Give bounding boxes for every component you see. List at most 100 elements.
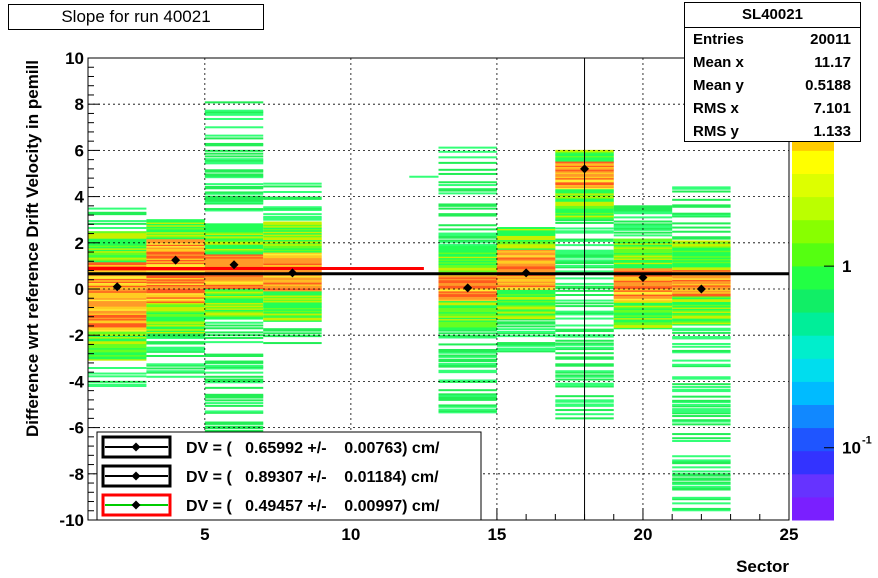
heatmap-cell xyxy=(263,308,322,311)
heatmap-cell xyxy=(146,249,205,252)
heatmap-cell xyxy=(204,422,264,425)
heatmap-cell xyxy=(88,242,147,245)
heatmap-cell xyxy=(263,296,322,299)
palette-bin xyxy=(792,242,834,267)
heatmap-cell xyxy=(672,473,731,476)
heatmap-cell xyxy=(496,232,556,235)
heatmap-cell xyxy=(672,423,731,426)
heatmap-cell xyxy=(672,462,731,465)
heatmap-cell xyxy=(672,345,731,348)
heatmap-cell xyxy=(263,236,322,239)
y-tick-label: -10 xyxy=(59,511,84,530)
heatmap-cell xyxy=(88,238,147,241)
heatmap-cell xyxy=(438,258,497,261)
heatmap-cell xyxy=(496,296,556,299)
heatmap-cell xyxy=(146,231,205,234)
heatmap-cell xyxy=(496,265,556,268)
heatmap-cell xyxy=(613,269,673,272)
heatmap-cell xyxy=(263,288,322,290)
heatmap-cell xyxy=(438,355,497,358)
heatmap-cell xyxy=(438,303,497,306)
heatmap-cell xyxy=(146,312,205,315)
heatmap-cell xyxy=(496,263,556,266)
heatmap-cell xyxy=(672,439,731,442)
heatmap-cell xyxy=(672,320,731,323)
profile-point xyxy=(171,255,181,265)
heatmap-cell xyxy=(672,395,731,398)
heatmap-cell xyxy=(438,324,497,327)
heatmap-cell xyxy=(672,215,731,218)
heatmap-cell xyxy=(204,274,264,277)
heatmap-cell xyxy=(263,213,322,216)
heatmap-cell xyxy=(263,206,322,209)
heatmap-cell xyxy=(204,280,264,283)
heatmap-cell xyxy=(88,279,147,282)
heatmap-cell xyxy=(438,351,497,354)
heatmap-cell xyxy=(672,496,731,499)
heatmap-cell xyxy=(438,398,497,401)
heatmap-cell xyxy=(204,160,264,163)
heatmap-cell xyxy=(672,294,731,297)
heatmap-cell xyxy=(204,239,264,242)
heatmap-cell xyxy=(204,227,264,230)
heatmap-cell xyxy=(672,485,731,488)
heatmap-cell xyxy=(204,366,264,369)
heatmap-cell xyxy=(88,343,147,346)
heatmap-cell xyxy=(146,221,205,224)
heatmap-cell xyxy=(496,315,556,318)
heatmap-cell xyxy=(204,173,264,176)
heatmap-cell xyxy=(263,289,322,292)
heatmap-cell xyxy=(263,249,322,252)
heatmap-cell xyxy=(88,303,147,306)
heatmap-cell xyxy=(496,306,556,309)
heatmap-cell xyxy=(204,300,264,303)
heatmap-cell xyxy=(672,342,731,345)
heatmap-cell xyxy=(146,238,205,241)
heatmap-cell xyxy=(204,192,264,195)
heatmap-cell xyxy=(146,241,205,244)
heatmap-cell xyxy=(672,351,731,354)
heatmap-cell xyxy=(146,321,205,324)
heatmap-cell xyxy=(263,265,322,268)
heatmap-cell xyxy=(438,408,497,411)
heatmap-cell xyxy=(204,354,264,357)
stats-label: Mean x xyxy=(693,54,744,71)
stats-box: SL40021 Entries 20011 Mean x 11.17 Mean … xyxy=(684,2,861,142)
heatmap-cell xyxy=(204,309,264,312)
heatmap-cell xyxy=(88,263,147,266)
heatmap-cell xyxy=(204,251,264,254)
heatmap-cell xyxy=(613,264,673,267)
heatmap-cell xyxy=(88,239,147,242)
heatmap-cell xyxy=(88,318,147,321)
heatmap-cell xyxy=(204,196,264,199)
heatmap-cell xyxy=(204,396,264,399)
heatmap-cell xyxy=(88,207,147,210)
heatmap-cell xyxy=(204,224,264,227)
heatmap-cell xyxy=(204,185,264,188)
heatmap-cell xyxy=(204,291,264,294)
heatmap-cell xyxy=(613,255,673,258)
z-tick-label: 10 xyxy=(842,439,861,458)
heatmap-cell xyxy=(672,477,731,480)
heatmap-cell xyxy=(496,247,556,250)
heatmap-cell xyxy=(204,312,264,315)
heatmap-cell xyxy=(204,306,264,309)
heatmap-cell xyxy=(438,300,497,303)
heatmap-cell xyxy=(438,354,497,357)
heatmap-cell xyxy=(263,307,322,310)
heatmap-cell xyxy=(263,197,322,200)
heatmap-cell xyxy=(672,251,731,254)
heatmap-cell xyxy=(88,227,147,230)
heatmap-cell xyxy=(263,310,322,313)
heatmap-cell xyxy=(204,101,264,104)
x-axis-label: Sector xyxy=(736,557,789,576)
heatmap-cell xyxy=(146,324,205,327)
heatmap-cell xyxy=(438,389,497,392)
heatmap-cell xyxy=(438,260,497,263)
heatmap-cell xyxy=(672,399,731,402)
heatmap-cell xyxy=(672,311,731,314)
heatmap-cell xyxy=(88,247,147,250)
stats-row-rms-y: RMS y 1.133 xyxy=(685,120,860,143)
heatmap-cell xyxy=(146,330,205,333)
heatmap-cell xyxy=(438,364,497,367)
